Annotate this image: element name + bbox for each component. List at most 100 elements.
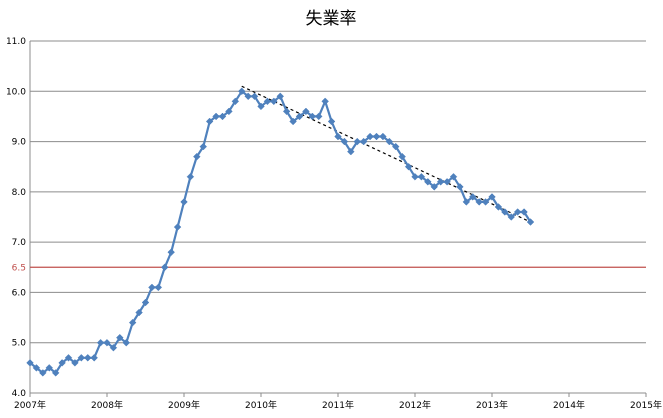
data-point [507,213,516,221]
gridlines [30,40,646,394]
data-point [51,369,60,377]
y-tick-label: 9.0 [12,138,27,148]
y-tick-label: 4.0 [12,389,27,399]
data-point [250,92,259,101]
data-point [430,183,439,191]
data-point [199,142,208,151]
data-point [321,97,329,106]
data-point [180,198,188,206]
y-tick-label: 7.0 [12,238,27,248]
data-point [90,354,98,362]
data-point [231,97,240,106]
chart-title: 失業率 [306,9,357,29]
data-point [398,152,406,161]
data-point [462,198,471,206]
data-point [308,112,317,121]
data-point [212,112,220,121]
trendline-group [241,85,531,223]
data-point [282,107,291,116]
data-point [520,208,528,216]
data-point [186,173,195,181]
data-point [347,147,355,156]
data-point [160,263,169,272]
data-point [122,338,131,347]
data-point [64,354,73,362]
data-point [513,208,522,216]
x-tick-label: 2007年 [14,399,46,411]
data-point [141,298,150,307]
data-point [488,193,496,201]
data-point [327,117,336,126]
data-point [225,107,233,116]
series-group [26,87,535,377]
data-point [116,333,124,342]
data-point [193,152,201,161]
data-point [32,364,41,372]
data-point [449,173,458,181]
data-point [218,112,227,121]
data-point [456,183,464,191]
data-point [77,354,86,362]
data-point [167,248,175,256]
data-point [526,218,535,226]
y-tick-label: 8.0 [12,188,27,198]
x-tick-label: 2011年 [322,399,354,411]
data-point [39,369,47,377]
x-tick-label: 2014年 [553,399,585,411]
data-point [314,112,323,121]
data-point [501,208,509,216]
data-point [366,132,374,141]
x-tick-label: 2013年 [476,399,508,411]
data-point [237,87,246,96]
x-tick-label: 2015年 [630,399,662,411]
data-point [71,359,79,367]
data-point [276,92,285,101]
data-point [302,107,310,116]
data-point [148,283,156,292]
data-point [424,178,432,186]
x-tick-label: 2009年 [168,399,200,411]
y-tick-label: 11.0 [6,37,26,47]
data-point [359,137,368,146]
data-point [109,343,118,352]
data-point [58,359,66,367]
data-point [385,137,394,146]
data-point [475,198,483,206]
data-point [96,338,105,347]
data-point [154,283,163,292]
data-point [173,223,182,231]
data-point [244,92,252,101]
data-point [417,173,426,181]
data-point [270,97,278,106]
data-point [334,132,342,141]
x-tick-label: 2012年 [399,399,431,411]
data-point [45,364,54,372]
data-point [436,178,445,186]
data-point [372,132,381,141]
axes: 4.0 5.0 6.0 6.5 7.0 8.0 9.0 10.0 11.0 2007年 2008年 2… [6,37,662,411]
data-point [391,142,400,151]
data-point [289,117,297,126]
data-point [257,102,265,111]
x-tick-label: 2010年 [245,399,277,411]
data-point [481,198,490,206]
data-point [128,318,137,327]
data-point [494,203,503,211]
data-point [295,112,304,121]
y-tick-label: 6.5 [12,263,26,273]
data-point [205,117,214,126]
data-point [443,178,451,186]
trendline [241,85,531,223]
data-point [340,137,349,146]
y-tick-label: 5.0 [12,339,27,349]
data-point [263,97,272,106]
data-point [468,193,477,201]
data-point [379,132,387,141]
y-tick-label: 6.0 [12,288,27,298]
x-tick-label: 2008年 [91,399,123,411]
y-tick-label: 10.0 [6,87,26,97]
data-point [135,308,143,317]
